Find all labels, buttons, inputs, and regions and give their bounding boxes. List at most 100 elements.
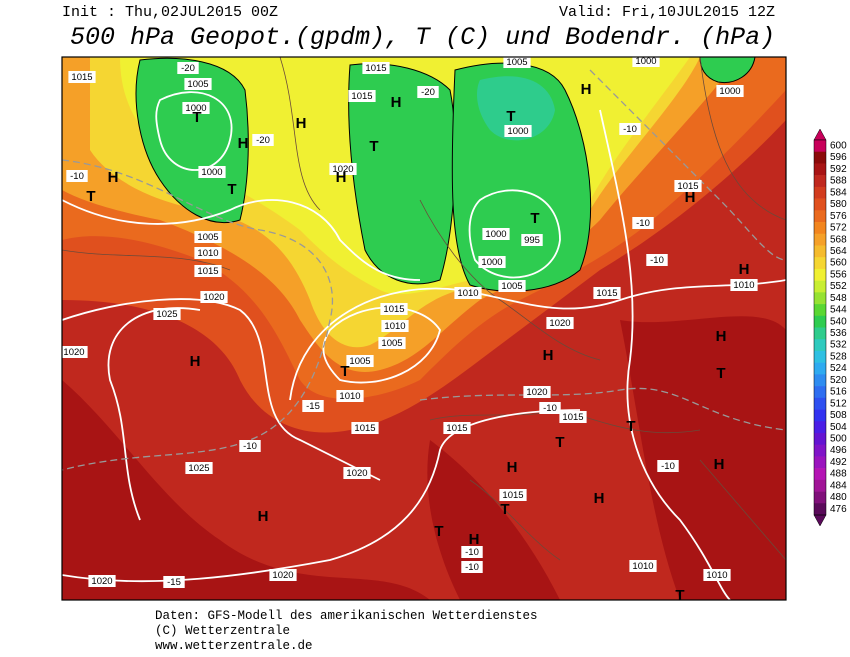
contour-label: 1020 xyxy=(63,347,84,358)
label-box xyxy=(482,228,510,240)
colorbar-label: 552 xyxy=(830,281,847,292)
label-box xyxy=(498,280,526,292)
label-box xyxy=(381,320,409,332)
label-box xyxy=(730,279,758,291)
label-box xyxy=(346,355,374,367)
colorbar-label: 568 xyxy=(830,234,847,245)
contour-label: 1010 xyxy=(457,288,478,299)
pressure-center-label: T xyxy=(626,418,635,435)
label-box xyxy=(593,287,621,299)
pressure-center-label: H xyxy=(258,508,269,525)
label-box xyxy=(461,561,483,573)
colorbar-label: 540 xyxy=(830,316,847,327)
colorbar-segment xyxy=(814,432,826,445)
contour-label: 1005 xyxy=(349,356,370,367)
label-box xyxy=(182,102,210,114)
label-box xyxy=(629,560,657,572)
contour-label: 1020 xyxy=(272,570,293,581)
label-box xyxy=(503,57,531,68)
colorbar-segment xyxy=(814,409,826,422)
contour-label: 1010 xyxy=(706,570,727,581)
contour-label: -10 xyxy=(636,218,650,229)
pressure-center-label: T xyxy=(86,188,95,205)
colorbar-segment xyxy=(814,327,826,340)
contour-label: 1010 xyxy=(197,248,218,259)
contour-label: 1020 xyxy=(549,318,570,329)
colorbar-segment xyxy=(814,386,826,399)
label-box xyxy=(194,231,222,243)
colorbar-segment xyxy=(814,456,826,469)
label-box xyxy=(62,346,88,358)
contour-label: -15 xyxy=(167,577,181,588)
contour-label: 1005 xyxy=(197,232,218,243)
contour-label: -10 xyxy=(465,547,479,558)
contour-label: 1010 xyxy=(384,321,405,332)
footer-copyright: (C) Wetterzentrale xyxy=(155,624,290,638)
colorbar-label: 504 xyxy=(830,422,847,433)
colorbar-label: 564 xyxy=(830,246,847,257)
colorbar-label: 496 xyxy=(830,445,847,456)
label-box xyxy=(252,134,274,146)
contour-label: 1010 xyxy=(339,391,360,402)
label-box xyxy=(646,254,668,266)
contour-label: 1025 xyxy=(188,463,209,474)
contour-label: -20 xyxy=(181,63,195,74)
label-box xyxy=(657,460,679,472)
label-box xyxy=(351,422,379,434)
colorbar-label: 508 xyxy=(830,410,847,421)
contour-label: -10 xyxy=(623,124,637,135)
isotherm xyxy=(419,387,786,431)
contour-label: 1020 xyxy=(203,292,224,303)
label-box xyxy=(200,291,228,303)
label-box xyxy=(619,123,641,135)
contour-label: 1000 xyxy=(185,103,206,114)
colorbar-segment xyxy=(814,468,826,481)
colorbar-segment xyxy=(814,245,826,258)
label-box xyxy=(632,57,660,67)
pressure-center-label: H xyxy=(238,135,249,152)
colorbar-segment xyxy=(814,186,826,199)
label-box xyxy=(329,163,357,175)
contour-label: 1015 xyxy=(365,63,386,74)
colorbar-label: 532 xyxy=(830,340,847,351)
colorbar-label: 524 xyxy=(830,363,847,374)
colorbar-label: 492 xyxy=(830,457,847,468)
pressure-center-label: H xyxy=(507,459,518,476)
colorbar-segment xyxy=(814,163,826,176)
label-box xyxy=(539,402,561,414)
colorbar-segment xyxy=(814,292,826,305)
contour-label: 1005 xyxy=(501,281,522,292)
label-box xyxy=(454,287,482,299)
pressure-center-label: T xyxy=(369,138,378,155)
colorbar-label: 576 xyxy=(830,211,847,222)
label-box xyxy=(194,247,222,259)
label-box xyxy=(239,440,261,452)
label-box xyxy=(716,85,744,97)
colorbar-label: 544 xyxy=(830,305,847,316)
label-box xyxy=(461,546,483,558)
contour-label: 1020 xyxy=(346,468,367,479)
colorbar-segment xyxy=(814,233,826,246)
colorbar-segment xyxy=(814,479,826,492)
contour-label: 1015 xyxy=(677,181,698,192)
colorbar-label: 500 xyxy=(830,433,847,444)
green-region xyxy=(348,63,456,285)
pressure-center-label: H xyxy=(336,169,347,186)
colorbar-label: 484 xyxy=(830,480,847,491)
label-box xyxy=(417,86,439,98)
colorbar-label: 528 xyxy=(830,351,847,362)
contour-label: 1015 xyxy=(446,423,467,434)
label-box xyxy=(348,90,376,102)
label-box xyxy=(68,71,96,83)
label-box xyxy=(343,467,371,479)
contour-label: 995 xyxy=(524,235,540,246)
contour-label: 1015 xyxy=(351,91,372,102)
pressure-center-label: T xyxy=(716,365,725,382)
pressure-center-label: H xyxy=(739,261,750,278)
label-box xyxy=(521,234,543,246)
contour-label: 1015 xyxy=(197,266,218,277)
green-core xyxy=(477,76,555,141)
pressure-center-label: T xyxy=(675,587,684,604)
contour-label: 1000 xyxy=(635,56,656,67)
